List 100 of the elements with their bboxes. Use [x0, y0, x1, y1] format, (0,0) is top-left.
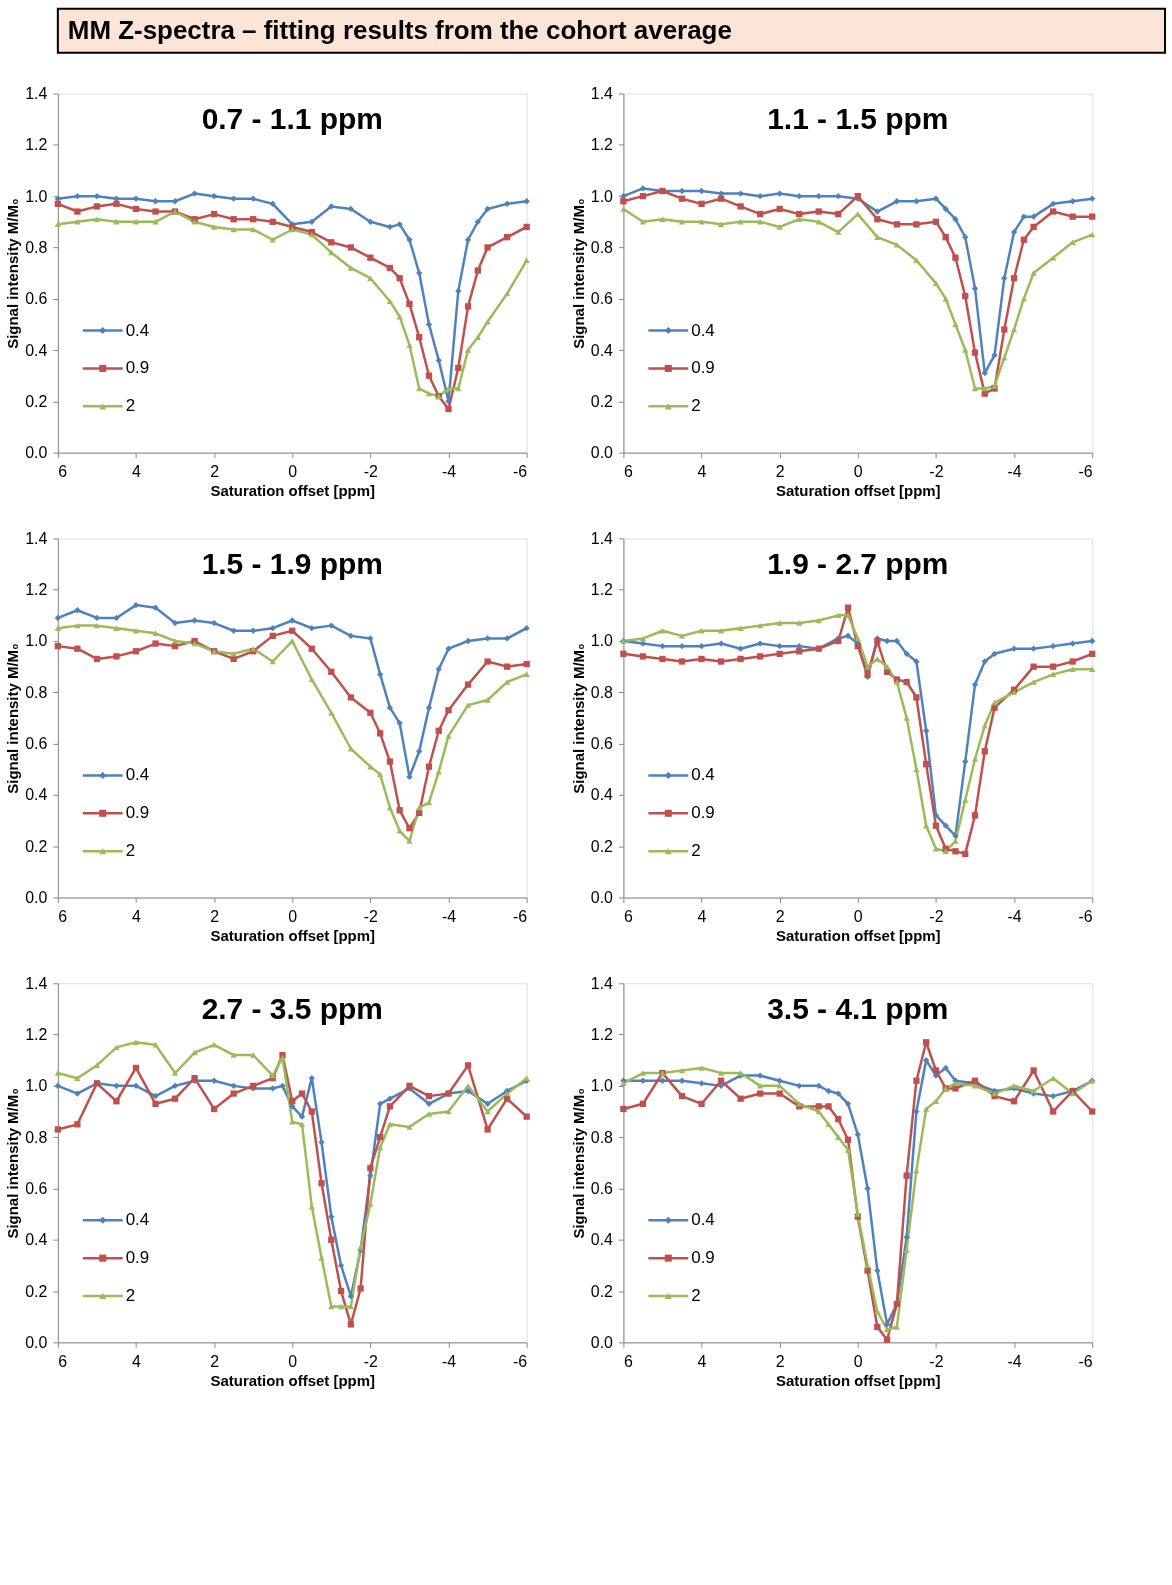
x-tick-label: 4 — [697, 463, 707, 481]
x-tick-label: -6 — [1078, 463, 1093, 481]
y-tick-label: 0.6 — [25, 290, 48, 308]
y-tick-label: 0.8 — [590, 683, 614, 701]
x-tick-label: 0 — [853, 907, 863, 925]
x-tick-label: -6 — [1078, 907, 1093, 925]
chart-title: 1.9 - 2.7 ppm — [767, 547, 949, 581]
y-tick-label: 0.0 — [25, 888, 48, 906]
x-tick-label: 0 — [288, 1352, 298, 1370]
x-tick-label: 2 — [210, 463, 220, 481]
x-tick-label: -6 — [1078, 1352, 1093, 1370]
y-tick-label: 1.2 — [590, 1026, 614, 1044]
x-tick-label: 0 — [288, 907, 298, 925]
y-tick-label: 0.4 — [25, 341, 48, 359]
legend-label: 0.9 — [125, 358, 150, 378]
y-tick-label: 0.4 — [590, 786, 614, 804]
legend-label: 0.9 — [691, 803, 715, 823]
y-axis-title: Signal intensity M/M₀ — [569, 643, 587, 794]
legend-label: 0.4 — [691, 320, 715, 340]
x-tick-label: 6 — [58, 463, 68, 481]
y-tick-label: 1.0 — [590, 187, 614, 205]
y-tick-label: 1.4 — [590, 529, 614, 547]
chart-title: 3.5 - 4.1 ppm — [767, 992, 949, 1026]
x-tick-label: 6 — [623, 907, 633, 925]
x-tick-label: 4 — [697, 1352, 707, 1370]
y-tick-label: 1.0 — [25, 187, 48, 205]
legend-label: 2 — [691, 396, 701, 416]
text: MM Z-spectra – fitting results from the cohort average — [67, 15, 732, 44]
y-tick-label: 0.0 — [590, 444, 614, 462]
x-tick-label: -2 — [363, 907, 379, 925]
x-tick-label: -4 — [441, 1352, 457, 1370]
x-tick-label: -4 — [1007, 463, 1022, 481]
x-tick-label: -2 — [929, 1352, 944, 1370]
legend-label: 0.4 — [125, 320, 150, 340]
y-tick-label: 0.8 — [25, 238, 48, 256]
x-tick-label: -2 — [929, 463, 944, 481]
x-axis-title: Saturation offset [ppm] — [210, 926, 376, 944]
legend-label: 2 — [125, 841, 136, 861]
legend-label: 0.4 — [691, 1210, 715, 1230]
y-tick-label: 0.0 — [590, 888, 614, 906]
y-axis-title: Signal intensity M/M₀ — [569, 1088, 587, 1239]
x-tick-label: 4 — [132, 1352, 142, 1370]
x-tick-label: -6 — [512, 907, 528, 925]
x-tick-label: 2 — [210, 1352, 220, 1370]
y-tick-label: 0.6 — [590, 735, 614, 753]
y-tick-label: 0.6 — [590, 1179, 614, 1197]
x-axis-title: Saturation offset [ppm] — [210, 482, 376, 500]
x-tick-label: 6 — [58, 907, 68, 925]
y-tick-label: 1.4 — [25, 974, 48, 992]
legend-label: 0.9 — [691, 1248, 715, 1268]
y-tick-label: 0.6 — [25, 1179, 48, 1197]
x-axis-title: Saturation offset [ppm] — [210, 1371, 376, 1389]
y-tick-label: 0.2 — [590, 837, 614, 855]
x-axis-title: Saturation offset [ppm] — [776, 926, 941, 944]
y-tick-label: 0.6 — [590, 290, 614, 308]
x-tick-label: -2 — [929, 907, 944, 925]
x-tick-label: -6 — [512, 1352, 528, 1370]
x-tick-label: 2 — [775, 1352, 785, 1370]
y-tick-label: 1.4 — [25, 529, 48, 547]
y-tick-label: 1.2 — [25, 1026, 48, 1044]
y-tick-label: 1.2 — [25, 581, 48, 599]
x-tick-label: -2 — [363, 463, 379, 481]
x-tick-label: -4 — [441, 907, 457, 925]
x-tick-label: 4 — [697, 907, 707, 925]
x-tick-label: -4 — [441, 463, 457, 481]
y-tick-label: 1.0 — [590, 632, 614, 650]
legend-label: 0.9 — [125, 803, 150, 823]
y-tick-label: 1.2 — [25, 136, 48, 154]
y-tick-label: 1.2 — [590, 136, 614, 154]
y-axis-title: Signal intensity M/M₀ — [4, 198, 22, 349]
y-tick-label: 0.2 — [25, 392, 48, 410]
y-axis-title: Signal intensity M/M₀ — [4, 643, 22, 794]
chart-title: 0.7 - 1.1 ppm — [201, 102, 383, 136]
y-tick-label: 0.0 — [25, 1333, 48, 1351]
y-axis-title: Signal intensity M/M₀ — [4, 1088, 22, 1239]
x-tick-label: 2 — [775, 463, 785, 481]
y-tick-label: 1.2 — [590, 581, 614, 599]
x-axis-title: Saturation offset [ppm] — [776, 482, 941, 500]
y-tick-label: 0.0 — [590, 1333, 614, 1351]
y-tick-label: 1.0 — [25, 1077, 48, 1095]
x-tick-label: 0 — [853, 463, 863, 481]
legend-label: 2 — [691, 1286, 701, 1306]
legend-label: 2 — [691, 841, 701, 861]
legend-label: 0.9 — [125, 1248, 150, 1268]
y-tick-label: 0.2 — [25, 1282, 48, 1300]
y-tick-label: 0.4 — [25, 786, 48, 804]
x-tick-label: -6 — [512, 463, 528, 481]
x-tick-label: 4 — [132, 907, 142, 925]
y-tick-label: 0.8 — [590, 238, 614, 256]
legend-label: 2 — [125, 396, 136, 416]
y-tick-label: 1.4 — [590, 974, 614, 992]
x-tick-label: -4 — [1007, 907, 1022, 925]
chart-title: 1.5 - 1.9 ppm — [201, 547, 383, 581]
y-tick-label: 1.0 — [25, 632, 48, 650]
x-tick-label: 2 — [210, 907, 220, 925]
x-tick-label: -2 — [363, 1352, 379, 1370]
chart-title: 2.7 - 3.5 ppm — [201, 992, 383, 1026]
y-tick-label: 0.8 — [25, 683, 48, 701]
x-tick-label: 2 — [775, 907, 785, 925]
x-tick-label: 6 — [623, 463, 633, 481]
